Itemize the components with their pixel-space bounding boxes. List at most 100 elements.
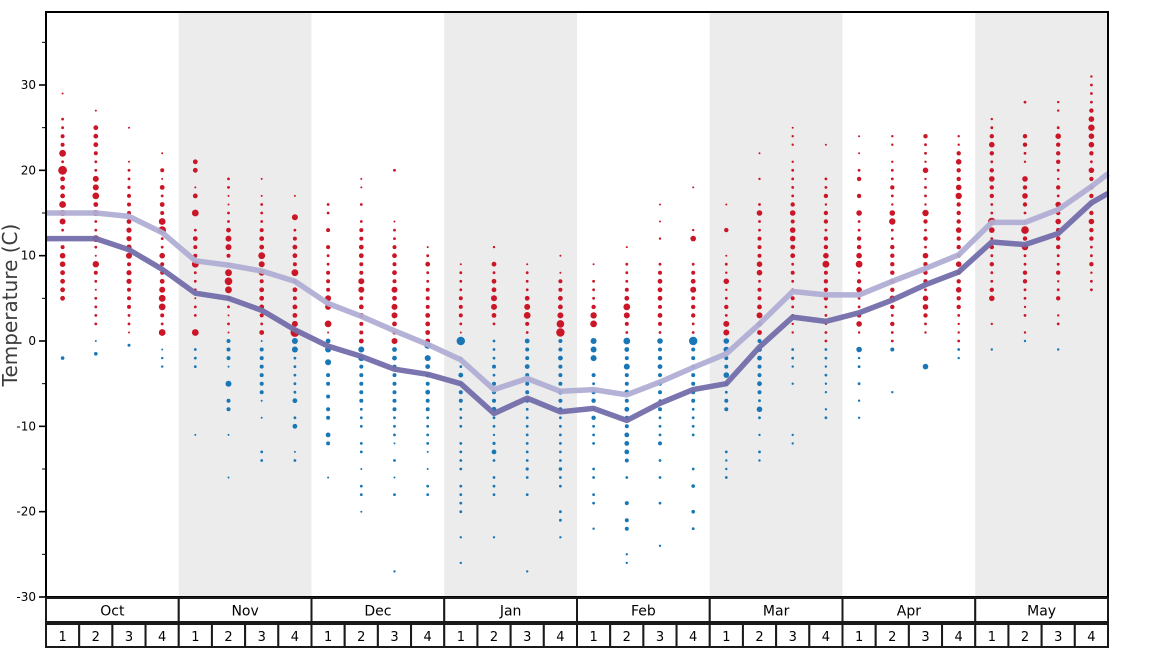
high-temp-dot bbox=[59, 252, 66, 259]
high-temp-dot bbox=[292, 244, 298, 250]
high-temp-dot bbox=[260, 322, 264, 326]
high-temp-dot bbox=[823, 236, 829, 241]
week-number-label: 2 bbox=[888, 630, 896, 645]
high-temp-dot bbox=[1089, 210, 1094, 216]
high-temp-dot bbox=[558, 304, 563, 310]
high-temp-dot bbox=[459, 279, 463, 283]
high-temp-dot bbox=[823, 210, 829, 216]
low-temp-dot bbox=[857, 416, 861, 419]
low-temp-dot bbox=[525, 467, 529, 471]
high-temp-dot bbox=[956, 304, 961, 310]
high-temp-dot bbox=[259, 236, 265, 242]
high-temp-dot bbox=[392, 270, 397, 276]
high-temp-dot bbox=[1057, 314, 1060, 317]
high-temp-dot bbox=[725, 271, 728, 274]
low-temp-dot bbox=[558, 381, 563, 386]
low-temp-dot bbox=[558, 364, 563, 369]
high-temp-dot bbox=[1023, 211, 1027, 215]
low-temp-dot bbox=[360, 510, 363, 513]
low-temp-dot bbox=[592, 493, 595, 496]
high-temp-dot bbox=[1089, 176, 1094, 182]
high-temp-dot bbox=[327, 331, 330, 334]
high-temp-dot bbox=[758, 203, 761, 206]
week-number-label: 2 bbox=[490, 630, 498, 645]
high-temp-dot bbox=[890, 270, 895, 275]
high-temp-dot bbox=[890, 244, 895, 250]
high-temp-dot bbox=[159, 286, 166, 293]
high-temp-dot bbox=[559, 254, 562, 257]
high-temp-dot bbox=[1022, 142, 1028, 147]
high-temp-dot bbox=[757, 287, 762, 292]
low-temp-dot bbox=[791, 348, 795, 351]
low-temp-dot bbox=[922, 363, 929, 370]
high-temp-dot bbox=[58, 165, 67, 175]
high-temp-dot bbox=[459, 322, 463, 326]
low-temp-dot bbox=[492, 484, 496, 488]
high-temp-dot bbox=[393, 220, 396, 223]
high-temp-dot bbox=[94, 314, 98, 317]
high-temp-dot bbox=[358, 304, 364, 310]
low-temp-dot bbox=[691, 509, 695, 514]
month-label: Feb bbox=[631, 604, 656, 620]
high-temp-dot bbox=[823, 287, 829, 292]
high-temp-dot bbox=[658, 331, 662, 334]
high-temp-dot bbox=[1090, 288, 1093, 292]
high-temp-dot bbox=[359, 296, 364, 301]
low-temp-dot bbox=[459, 536, 462, 539]
high-temp-dot bbox=[658, 270, 662, 275]
high-temp-dot bbox=[92, 175, 99, 182]
average-low-line bbox=[46, 191, 1110, 424]
high-temp-dot bbox=[1056, 296, 1061, 301]
high-temp-dot bbox=[258, 261, 265, 268]
high-temp-dot bbox=[1056, 288, 1060, 292]
high-temp-dot bbox=[128, 331, 130, 334]
high-temp-dot bbox=[59, 149, 66, 157]
high-temp-dot bbox=[556, 320, 565, 328]
high-temp-dot bbox=[1022, 279, 1028, 284]
low-temp-dot bbox=[757, 381, 762, 387]
low-temp-dot bbox=[824, 356, 828, 360]
high-temp-dot bbox=[525, 288, 529, 292]
low-temp-dot bbox=[393, 442, 396, 445]
low-temp-dot bbox=[590, 355, 597, 362]
low-temp-dot bbox=[592, 527, 595, 530]
high-temp-dot bbox=[756, 261, 763, 268]
high-temp-dot bbox=[791, 177, 795, 181]
low-temp-dot bbox=[624, 424, 629, 429]
high-temp-dot bbox=[192, 193, 198, 199]
high-temp-dot bbox=[93, 125, 99, 131]
week-number-label: 3 bbox=[390, 630, 398, 645]
high-temp-dot bbox=[723, 278, 730, 285]
low-temp-dot bbox=[525, 459, 529, 462]
low-temp-dot bbox=[326, 415, 331, 420]
high-temp-dot bbox=[293, 194, 296, 197]
high-temp-dot bbox=[791, 168, 795, 172]
low-temp-dot bbox=[524, 364, 530, 369]
high-temp-dot bbox=[990, 271, 994, 275]
week-number-label: 1 bbox=[457, 630, 465, 645]
low-temp-dot bbox=[689, 336, 698, 346]
high-temp-dot bbox=[1090, 254, 1093, 258]
low-temp-dot bbox=[492, 356, 496, 360]
low-temp-dot bbox=[725, 467, 728, 471]
high-temp-dot bbox=[657, 278, 663, 284]
low-temp-dot bbox=[658, 501, 662, 505]
high-temp-dot bbox=[924, 245, 927, 249]
high-temp-dot bbox=[691, 296, 696, 301]
high-temp-dot bbox=[558, 287, 563, 292]
high-temp-dot bbox=[791, 331, 794, 334]
high-temp-dot bbox=[625, 262, 629, 266]
high-temp-dot bbox=[160, 313, 165, 318]
high-temp-dot bbox=[1022, 185, 1028, 190]
low-temp-dot bbox=[791, 433, 794, 437]
low-temp-dot bbox=[458, 372, 464, 378]
low-temp-dot bbox=[591, 373, 596, 378]
high-temp-dot bbox=[94, 288, 97, 291]
high-temp-dot bbox=[791, 279, 795, 283]
low-temp-dot bbox=[691, 373, 696, 378]
high-temp-dot bbox=[690, 286, 697, 293]
high-temp-dot bbox=[426, 246, 429, 249]
high-temp-dot bbox=[292, 287, 298, 293]
low-temp-dot bbox=[559, 416, 562, 420]
low-temp-dot bbox=[592, 382, 595, 386]
